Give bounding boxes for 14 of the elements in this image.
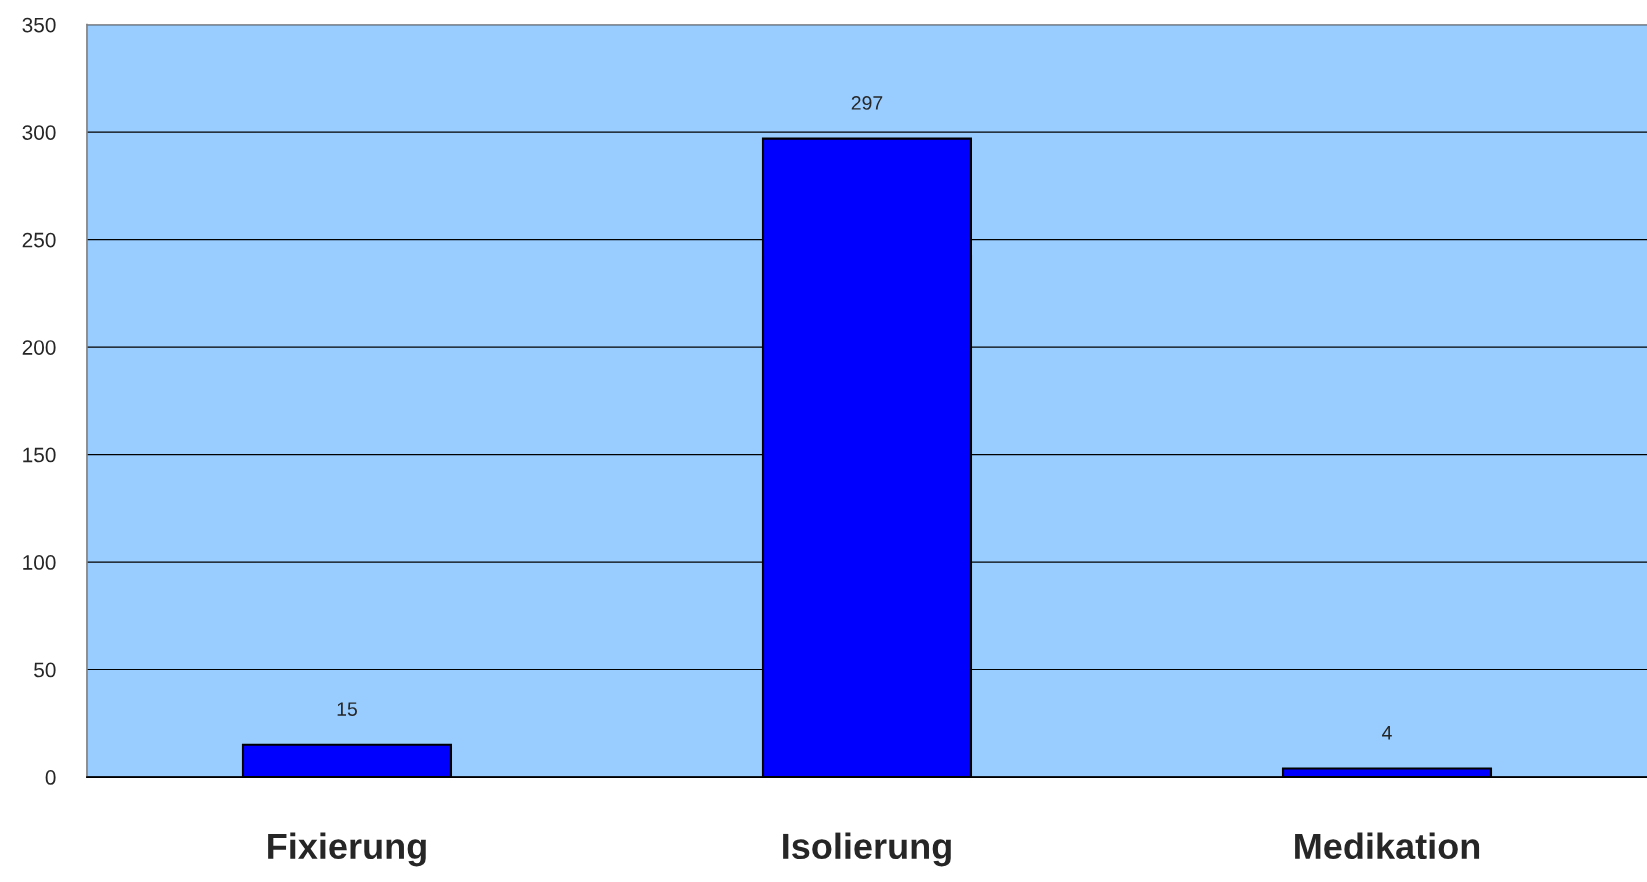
y-tick-label: 100 [23, 555, 56, 570]
y-tick-label: 250 [22, 232, 56, 248]
data-label: 297 [851, 96, 883, 110]
data-label: 4 [1382, 726, 1392, 740]
data-label: 15 [337, 702, 357, 716]
y-tick-label: 150 [23, 447, 56, 463]
y-tick-label: 200 [22, 340, 56, 355]
y-tick-label: 300 [22, 125, 56, 140]
x-tick-label: Medikation [1295, 832, 1480, 860]
y-tick-label: 350 [22, 17, 56, 33]
x-tick-label: Isolierung [783, 832, 951, 867]
y-tick-label: 0 [45, 770, 56, 785]
x-tick-label: Fixierung [268, 832, 426, 867]
y-tick-label: 50 [34, 662, 56, 678]
